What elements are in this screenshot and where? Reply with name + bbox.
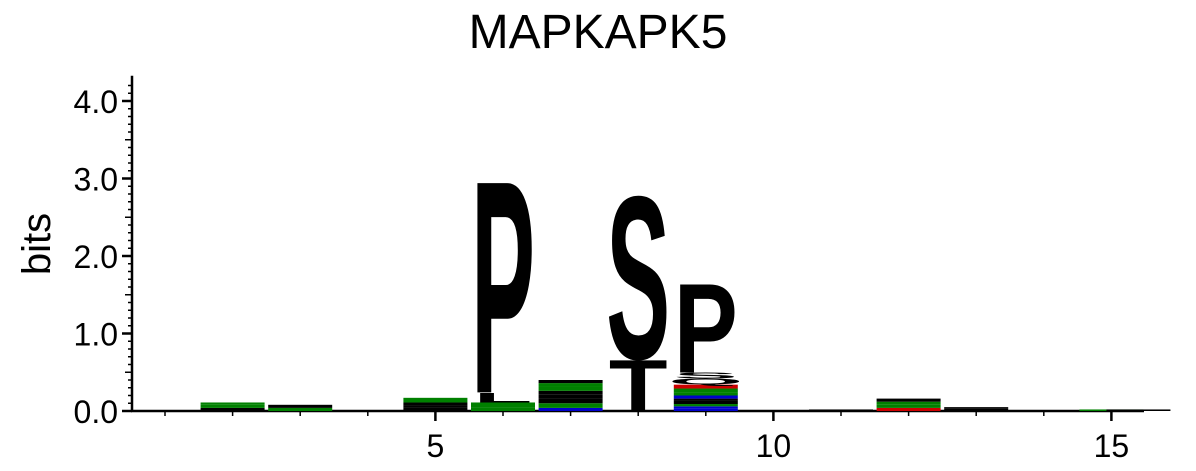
logo-letter-S: S <box>674 371 738 381</box>
logo-letter-L <box>1106 409 1171 411</box>
logo-letter-L <box>673 400 738 405</box>
logo-letter-A <box>403 405 468 408</box>
logo-letter-G <box>876 404 941 408</box>
logo-letter-P <box>538 390 603 395</box>
logo-letter-L <box>944 408 1009 411</box>
logo-letter-L <box>538 398 603 404</box>
logo-letter-S <box>403 397 468 403</box>
logo-stack-position <box>809 409 873 411</box>
logo-letter-S <box>673 388 738 393</box>
logo-letter-G <box>673 404 738 407</box>
logo-letter-K <box>673 406 738 409</box>
logo-stack-position <box>876 398 941 411</box>
logo-letter-L <box>403 407 468 411</box>
y-tick-label: 4.0 <box>74 84 118 120</box>
logo-letter-S: S <box>606 148 670 408</box>
logo-letter-D <box>876 407 941 411</box>
logo-letter-E <box>673 384 738 389</box>
logo-letter-L <box>809 409 873 411</box>
logo-letter-P <box>538 380 603 384</box>
logo-letter-S <box>268 407 333 411</box>
logo-letter-P <box>944 407 1009 409</box>
logo-letter-G <box>673 392 738 396</box>
logo-letter-G <box>471 407 535 411</box>
logo-letter-S <box>538 403 603 408</box>
logo-letter-L <box>200 407 265 411</box>
logo-letter-P <box>268 404 333 408</box>
logo-letter-R <box>673 408 738 411</box>
logo-stack-position: QSP <box>668 257 743 411</box>
logo-letter-P <box>403 402 468 406</box>
logo-stack-position <box>268 404 333 411</box>
logo-letter-L: L <box>474 390 533 406</box>
y-tick-label: 3.0 <box>74 162 118 198</box>
logo-letter-R <box>673 395 738 399</box>
logo-letter-Q: Q <box>668 377 743 387</box>
logo-stack-position: LP <box>471 117 535 457</box>
logo-letter-P <box>876 398 941 402</box>
logo-letter-S <box>471 402 535 408</box>
y-axis-label: bits <box>15 213 59 275</box>
logo-stack-position <box>538 380 603 411</box>
logo-letter-R <box>538 407 603 411</box>
y-tick-label: 2.0 <box>74 239 118 275</box>
logo-stack-position <box>403 397 468 411</box>
logo-letter-G <box>538 386 603 391</box>
logo-letter-T: T <box>609 346 668 428</box>
logo-letter-P: P <box>674 257 738 399</box>
logo-letter-P: P <box>471 117 535 457</box>
x-tick-label: 10 <box>756 428 792 464</box>
logo-letter-S <box>538 383 603 387</box>
x-tick-label: 5 <box>427 428 445 464</box>
logo-letter-G <box>200 402 265 405</box>
logo-letter-S <box>200 404 265 408</box>
logo-stack-position <box>200 402 265 411</box>
logo-letter-S <box>876 401 941 405</box>
x-tick-label: 15 <box>1094 428 1130 464</box>
logo-stack-position: TS <box>606 148 670 428</box>
logo-stack-position <box>1106 409 1171 411</box>
y-tick-label: 1.0 <box>74 317 118 353</box>
logo-letter-P <box>673 398 738 401</box>
logo-letter-A <box>538 394 603 399</box>
chart-title: MAPKAPK5 <box>469 6 728 59</box>
y-tick-label: 0.0 <box>74 394 118 430</box>
logo-stack-position <box>944 407 1009 411</box>
